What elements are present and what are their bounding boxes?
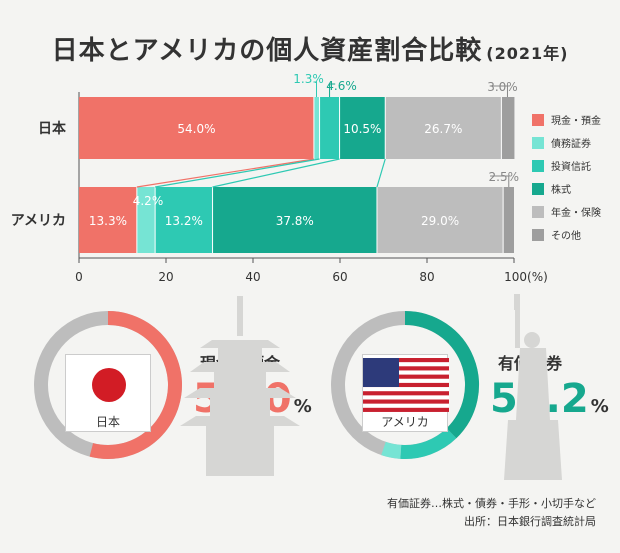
category-label: 日本 <box>38 120 67 137</box>
bar-segment <box>376 187 504 253</box>
japan-flag-label: 日本 <box>95 415 120 429</box>
footnote-source: 出所：日本銀行調査統計局 <box>464 515 596 528</box>
japan-percent-unit: % <box>293 396 312 417</box>
bar-segment <box>385 97 502 159</box>
data-label: 29.0% <box>421 214 459 228</box>
category-label: アメリカ <box>11 213 66 229</box>
legend-label: 年金・保険 <box>551 206 601 219</box>
title-text: 日本とアメリカの個人資産割合比較 <box>51 36 483 66</box>
usa-flag-label: アメリカ <box>381 415 429 429</box>
connector-line <box>155 158 320 188</box>
bar-segment <box>79 97 314 159</box>
legend-label: その他 <box>551 229 581 242</box>
connector-line <box>136 158 314 188</box>
connector-line <box>212 158 340 188</box>
japan-flag-card: 日本 <box>65 354 151 432</box>
legend-label: 債務証券 <box>551 137 591 150</box>
data-label: 1.3% <box>293 72 324 86</box>
leader-line <box>490 85 508 97</box>
bar-segment <box>136 187 156 253</box>
leader-line <box>313 81 318 97</box>
donut-segment-arc <box>400 428 457 459</box>
title-year: (2021年) <box>486 44 569 63</box>
bar-segment <box>155 187 213 253</box>
data-label: 4.6% <box>326 79 357 93</box>
legend-label: 投資信託 <box>551 160 591 173</box>
chart-title: 日本とアメリカの個人資産割合比較 (2021年) <box>0 30 620 67</box>
data-label: 3.0% <box>487 80 518 94</box>
legend-swatch <box>532 183 544 195</box>
legend-swatch <box>532 206 544 218</box>
bar-segment <box>503 187 514 253</box>
data-label: 37.8% <box>276 214 314 228</box>
statue-of-liberty-silhouette <box>504 294 562 480</box>
legend-label: 株式 <box>551 183 571 196</box>
donut-share-arc <box>89 311 182 459</box>
legend-label: 現金・預金 <box>551 114 601 127</box>
usa-flag-card: アメリカ <box>362 354 449 432</box>
legend-swatch <box>532 137 544 149</box>
data-label: 54.0% <box>177 122 215 136</box>
legend-swatch <box>532 160 544 172</box>
japan-donut: 日本 <box>33 310 183 460</box>
data-label: 13.3% <box>89 214 127 228</box>
x-tick-label: 100(%) <box>504 270 548 284</box>
x-tick-label: 60 <box>332 270 347 284</box>
usa-flag-icon <box>363 358 449 412</box>
usa-donut: アメリカ <box>330 310 480 460</box>
japan-flag-icon <box>92 368 126 402</box>
legend-swatch <box>532 229 544 241</box>
data-label: 4.2% <box>133 194 164 208</box>
leader-line <box>329 83 336 97</box>
data-label: 13.2% <box>165 214 203 228</box>
bar-segment <box>79 187 137 253</box>
x-tick-label: 0 <box>75 270 83 284</box>
connector-line <box>376 158 386 188</box>
footnote-note: 有価証券…株式・債券・手形・小切手など <box>387 497 596 510</box>
donut-segment-arc <box>381 441 402 459</box>
bar-segment <box>212 187 377 253</box>
pagoda-silhouette <box>180 296 300 476</box>
bar-segment <box>313 97 320 159</box>
x-tick-label: 80 <box>419 270 434 284</box>
bar-segment <box>319 97 340 159</box>
donut-segment-arc <box>404 311 479 439</box>
x-tick-label: 20 <box>158 270 173 284</box>
x-tick-label: 40 <box>245 270 260 284</box>
data-label: 26.7% <box>424 122 462 136</box>
leader-line <box>490 175 510 187</box>
usa-percent-unit: % <box>590 396 609 417</box>
legend-swatch <box>532 114 544 126</box>
data-label: 2.5% <box>489 170 520 184</box>
data-label: 10.5% <box>343 122 381 136</box>
bar-segment <box>501 97 515 159</box>
bar-segment <box>339 97 386 159</box>
